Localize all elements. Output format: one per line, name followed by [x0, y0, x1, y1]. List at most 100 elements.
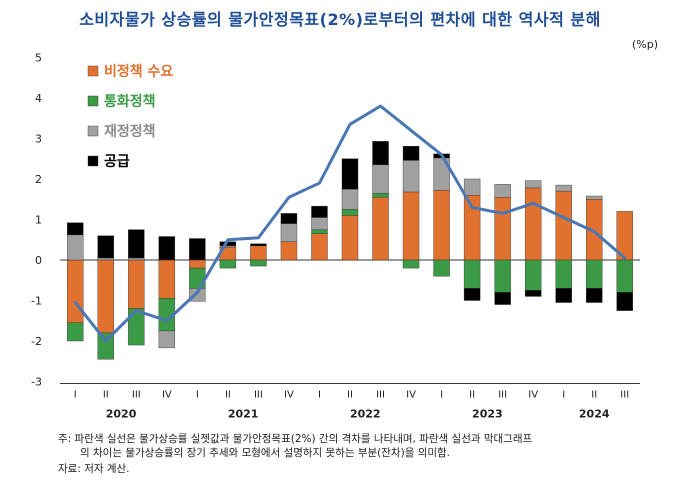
bar-segment: [341, 215, 359, 261]
bar-segment: [524, 180, 542, 189]
bar-segment: [372, 192, 389, 198]
x-tick-label: III: [620, 390, 629, 401]
y-tick-label: 3: [35, 133, 42, 146]
x-tick-label: IV: [284, 390, 294, 401]
bar-segment: [311, 233, 328, 261]
year-label: 2022: [350, 408, 381, 421]
legend-label: 통화정책: [104, 93, 156, 110]
bar-segment: [586, 195, 603, 200]
bar-segment: [586, 259, 603, 289]
legend-label: 재정정책: [104, 123, 156, 140]
bar-segment: [341, 158, 359, 190]
y-tick-label: -2: [31, 335, 42, 348]
bar-segment: [555, 259, 572, 289]
bar-segment: [402, 145, 420, 161]
bar-segment: [67, 322, 84, 342]
bar-segment: [219, 259, 237, 269]
x-tick-label: II: [591, 390, 597, 401]
bar-segment: [128, 308, 145, 346]
bar-segment: [189, 238, 206, 261]
bar-segment: [97, 259, 114, 334]
bar-segment: [128, 257, 145, 261]
bar-segment: [67, 234, 84, 261]
source-note: 자료: 저자 계산.: [58, 463, 130, 475]
bar-segment: [67, 259, 84, 323]
y-tick-label: 0: [35, 254, 42, 267]
legend-swatch: [87, 95, 99, 107]
bar-segment: [311, 229, 328, 234]
x-tick-label: II: [103, 390, 109, 401]
legend-label: 공급: [104, 154, 130, 170]
x-tick-label: I: [440, 390, 443, 401]
x-tick-label: III: [376, 390, 385, 401]
bar-segment: [402, 259, 420, 269]
bar-segment: [463, 178, 481, 196]
bar-segment: [250, 259, 267, 267]
gap-line-group: [73, 104, 627, 343]
bar-segment: [463, 288, 481, 301]
bar-segment: [67, 222, 84, 236]
bar-segment: [494, 259, 511, 293]
y-tick-label: 2: [35, 173, 42, 186]
bar-segment: [616, 292, 633, 311]
bar-segment: [616, 259, 633, 293]
bar-segment: [311, 217, 328, 230]
year-label: 2020: [106, 408, 137, 421]
y-tick-label: 5: [35, 52, 42, 65]
x-tick-label: III: [254, 390, 263, 401]
legend-swatch: [87, 65, 99, 77]
bar-segment: [524, 290, 542, 297]
bar-segment: [372, 197, 389, 261]
unit-label: (%p): [631, 38, 658, 51]
bar-segment: [524, 259, 542, 291]
x-tick-label: II: [347, 390, 353, 401]
x-tick-label: III: [132, 390, 141, 401]
x-tick-label: III: [498, 390, 507, 401]
gap-line: [73, 104, 627, 343]
stacked-bars: [67, 141, 633, 360]
bar-segment: [280, 213, 298, 224]
x-tick-label: IV: [528, 390, 538, 401]
footnote-line-1: 주: 파란색 실선은 물가상승률 실젯값과 물가안정목표(2%) 간의 격차를 …: [58, 433, 533, 445]
x-tick-label: I: [318, 390, 321, 401]
x-tick-label: II: [469, 390, 475, 401]
year-label: 2021: [228, 408, 259, 421]
bar-segment: [494, 184, 511, 198]
bar-segment: [433, 190, 450, 261]
x-tick-label: I: [196, 390, 199, 401]
x-tick-label: II: [225, 390, 231, 401]
y-tick-label: 4: [35, 92, 42, 105]
bar-segment: [372, 164, 389, 194]
bar-segment: [555, 288, 572, 303]
bar-segment: [311, 205, 328, 218]
bar-segment: [128, 229, 145, 259]
bar-segment: [555, 184, 572, 192]
legend-swatch: [87, 125, 99, 137]
bar-segment: [280, 223, 298, 242]
y-tick-label: -1: [31, 295, 42, 308]
bar-segment: [189, 259, 206, 269]
bar-segment: [158, 330, 176, 349]
bar-segment: [494, 292, 511, 305]
x-tick-label: I: [74, 390, 77, 401]
y-tick-label: 1: [35, 214, 42, 227]
bar-segment: [97, 235, 114, 259]
bar-segment: [463, 259, 481, 289]
bar-segment: [341, 209, 359, 216]
bar-segment: [280, 241, 298, 261]
bar-segment: [158, 236, 176, 261]
bar-segment: [433, 259, 450, 277]
y-tick-label: -3: [31, 376, 42, 389]
bar-segment: [555, 190, 572, 261]
legend-label: 비정책 수요: [104, 63, 173, 80]
bar-segment: [158, 259, 176, 299]
bar-segment: [402, 191, 420, 261]
x-tick-label: IV: [406, 390, 416, 401]
bar-segment: [372, 141, 389, 166]
bar-segment: [250, 245, 267, 261]
bar-segment: [97, 332, 114, 360]
bar-segment: [97, 257, 114, 261]
